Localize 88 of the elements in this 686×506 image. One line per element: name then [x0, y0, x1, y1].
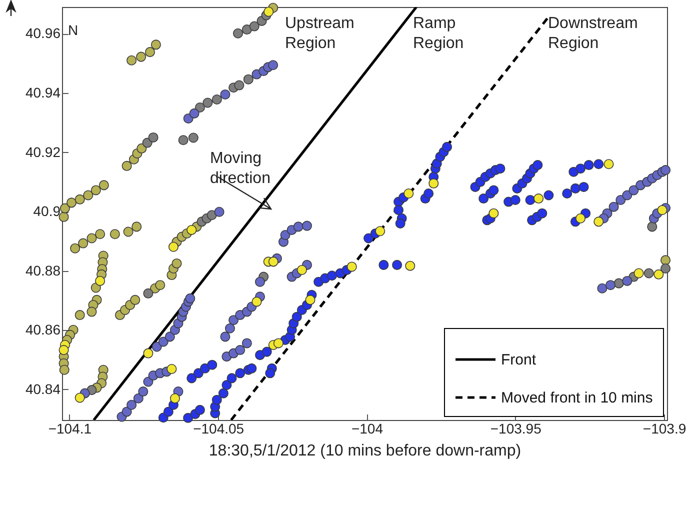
point: [660, 263, 671, 274]
point: [144, 47, 156, 58]
point: [110, 229, 120, 240]
point: [657, 205, 668, 216]
point: [74, 392, 85, 403]
point: [143, 348, 154, 358]
x-tick-label: −103.95: [490, 420, 542, 436]
point: [166, 364, 177, 374]
point: [273, 338, 284, 348]
point: [243, 74, 254, 84]
point: [58, 345, 69, 356]
point: [66, 198, 77, 208]
point: [375, 226, 386, 236]
point: [305, 294, 316, 305]
point: [95, 276, 106, 286]
point: [86, 306, 97, 317]
annotation: N: [68, 22, 78, 38]
point: [206, 210, 217, 220]
y-tick-label: 40.92: [25, 144, 61, 160]
point: [654, 269, 664, 280]
y-tick-label: 40.96: [25, 25, 61, 42]
annotation: Moving direction: [210, 150, 270, 187]
point: [130, 294, 140, 305]
x-tick-label: −104.1: [48, 420, 92, 436]
point: [575, 213, 586, 224]
point: [170, 393, 180, 404]
legend-label: Moved front in 10 mins: [501, 390, 653, 406]
y-tick-label: 40.94: [25, 84, 61, 100]
point: [58, 212, 69, 222]
point: [123, 226, 134, 237]
point: [346, 262, 357, 272]
point: [644, 268, 654, 278]
point: [534, 194, 544, 204]
point: [78, 238, 88, 248]
point: [83, 190, 94, 200]
point: [126, 55, 137, 66]
annotation: Downstream Region: [548, 15, 638, 52]
point: [70, 243, 80, 254]
point: [136, 52, 146, 62]
point: [122, 160, 132, 171]
annotation: Ramp Region: [413, 15, 464, 52]
point: [168, 242, 178, 252]
y-tick-label: 40.84: [25, 380, 61, 397]
point: [150, 40, 161, 50]
point: [155, 280, 166, 290]
point: [604, 159, 614, 170]
legend-label: Front: [501, 352, 537, 368]
point: [252, 296, 262, 307]
point: [74, 194, 85, 204]
point: [90, 185, 101, 196]
x-tick-label: −103.9: [642, 420, 686, 436]
point: [186, 224, 197, 235]
y-tick-label: 40.88: [25, 262, 61, 278]
point: [95, 229, 106, 240]
point: [594, 216, 604, 227]
point: [148, 132, 158, 142]
point: [405, 260, 416, 271]
point: [59, 364, 70, 375]
point: [428, 178, 439, 188]
point: [202, 98, 213, 108]
point: [268, 256, 278, 267]
point: [660, 255, 671, 266]
point: [634, 268, 644, 278]
point: [249, 21, 260, 32]
point: [647, 222, 658, 232]
point: [212, 94, 222, 105]
annotation: Upstream Region: [285, 15, 354, 52]
x-tick-label: −104.05: [193, 420, 244, 436]
point: [143, 288, 154, 298]
point: [296, 264, 307, 275]
point: [86, 233, 97, 244]
point: [234, 80, 244, 90]
point: [172, 258, 182, 268]
point: [188, 132, 198, 143]
point: [242, 24, 252, 35]
point: [60, 203, 70, 214]
x-axis-title: 18:30,5/1/2012 (10 mins before down-ramp): [208, 442, 522, 460]
point: [404, 188, 414, 198]
y-tick-label: 40.86: [25, 322, 61, 338]
y-tick-label: 40.9: [33, 203, 61, 220]
point: [488, 208, 499, 218]
point: [74, 310, 85, 320]
point: [232, 28, 244, 38]
x-tick-label: −104: [351, 420, 384, 436]
point: [264, 6, 274, 17]
point: [178, 135, 188, 146]
point: [132, 222, 142, 232]
point: [98, 180, 109, 190]
